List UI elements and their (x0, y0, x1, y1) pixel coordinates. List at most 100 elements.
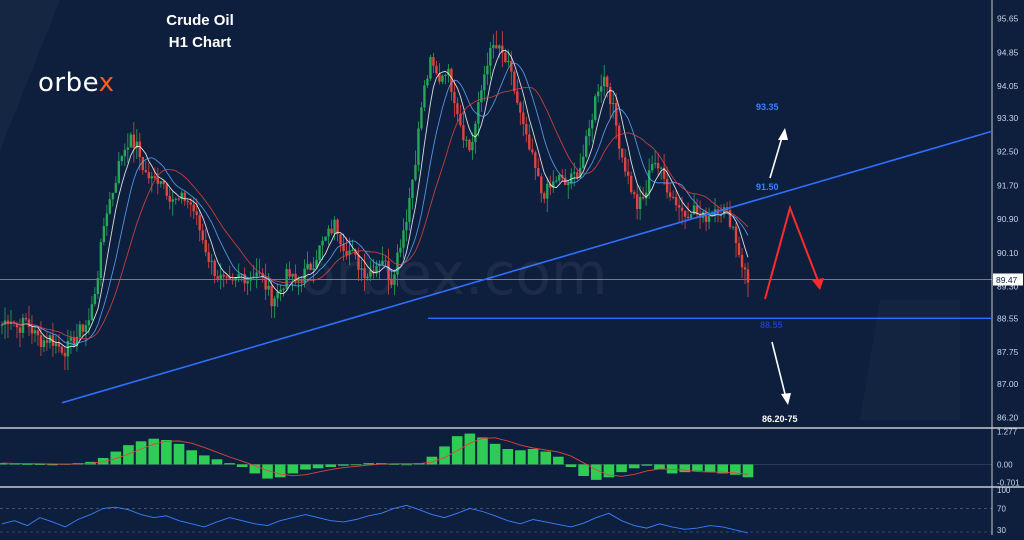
candle-body (668, 192, 672, 197)
candle-body (75, 336, 79, 347)
candle-body (321, 240, 324, 246)
candle-body (522, 112, 525, 125)
candle-body (465, 139, 468, 141)
candle-body (300, 279, 303, 282)
macd-tick-label: 0.00 (997, 460, 1013, 469)
candle-body (378, 264, 381, 267)
candle-body (81, 324, 85, 332)
candle-body (605, 76, 609, 87)
candle-body (534, 152, 537, 169)
candle-body (498, 45, 501, 49)
macd-bar (641, 464, 653, 466)
candle-body (231, 279, 234, 281)
candle-body (635, 194, 639, 210)
candle-body (674, 196, 678, 206)
ascending-trendline (61, 130, 993, 404)
price-tick-label: 87.00 (997, 379, 1019, 389)
support-label: 88.55 (760, 320, 783, 330)
candle-body (162, 181, 165, 185)
candle-body (177, 198, 180, 200)
candle-body (138, 141, 142, 158)
candle-body (186, 200, 189, 203)
candle-body (641, 196, 645, 199)
candle-body (345, 250, 348, 256)
candle-body (501, 45, 504, 53)
candle-body (144, 170, 148, 173)
macd-bar (287, 464, 299, 474)
candle-body (420, 107, 423, 129)
candle-body (102, 226, 106, 243)
candle-body (159, 181, 162, 184)
oscillator-tick-label: 70 (997, 504, 1006, 513)
macd-bar (578, 464, 589, 476)
candle-body (123, 149, 127, 157)
candle-body (453, 91, 456, 104)
white-up-arrow (769, 133, 784, 179)
macd-bar (654, 464, 665, 470)
candle-body (588, 128, 591, 137)
candle-body (686, 216, 690, 219)
candle-body (492, 45, 495, 48)
candle-body (306, 263, 309, 269)
candle-body (21, 317, 25, 333)
candle-body (543, 193, 546, 199)
candle-body (216, 276, 219, 279)
candle-body (348, 250, 351, 256)
candle-body (408, 197, 411, 222)
candle-body (195, 211, 198, 216)
candle-body (396, 252, 399, 275)
candle-body (324, 236, 327, 241)
candle-body (390, 280, 393, 285)
candle-body (33, 330, 37, 334)
moving-average-line (1, 62, 749, 346)
trend-levels (61, 130, 993, 404)
candle-body (99, 242, 103, 279)
candle-body (677, 205, 681, 208)
candle-body (432, 57, 435, 66)
oscillator-panel: 100 70 30 (0, 486, 1011, 535)
candle-body (120, 156, 124, 162)
macd-signal-line (1, 437, 749, 477)
candle-body (504, 52, 507, 63)
price-tick-label: 94.85 (997, 47, 1019, 57)
macd-bar (388, 463, 400, 465)
macd-bar (34, 464, 46, 465)
candle-body (303, 268, 306, 282)
orbex-logo: orbex (38, 68, 115, 98)
candle-body (483, 74, 486, 91)
candle-body (462, 125, 465, 141)
macd-bar (148, 438, 160, 465)
candle-body (555, 180, 558, 182)
candle-body (150, 176, 153, 179)
candle-body (381, 260, 384, 265)
macd-bar (350, 464, 362, 466)
candle-body (576, 172, 579, 178)
candle-body (671, 196, 675, 198)
background-watermark-shapes (0, 0, 960, 420)
price-tick-label: 88.55 (997, 313, 1019, 323)
candle-body (198, 215, 201, 231)
candle-body (90, 304, 94, 321)
candle-body (141, 157, 145, 171)
macd-bar (439, 446, 450, 465)
candle-body (459, 114, 462, 126)
price-tick-label: 90.10 (997, 248, 1019, 258)
candle-body (366, 276, 369, 278)
price-axis: 95.65 94.85 94.05 93.30 92.50 91.70 90.90 90.10… (993, 14, 1023, 423)
macd-bar (211, 459, 223, 465)
macd-bar (704, 464, 716, 473)
candle-body (567, 183, 570, 186)
candle-body (614, 103, 618, 126)
candle-body (659, 167, 663, 169)
candle-body (558, 175, 561, 181)
chart-title: Crude Oil (166, 12, 234, 29)
candle-body (375, 266, 378, 274)
macd-bar (553, 456, 564, 465)
candle-body (444, 74, 447, 76)
candle-body (426, 78, 429, 86)
candle-body (570, 173, 573, 184)
candle-body (734, 226, 738, 244)
macd-bar (338, 464, 349, 466)
candle-body (549, 183, 552, 188)
candle-body (57, 343, 61, 347)
